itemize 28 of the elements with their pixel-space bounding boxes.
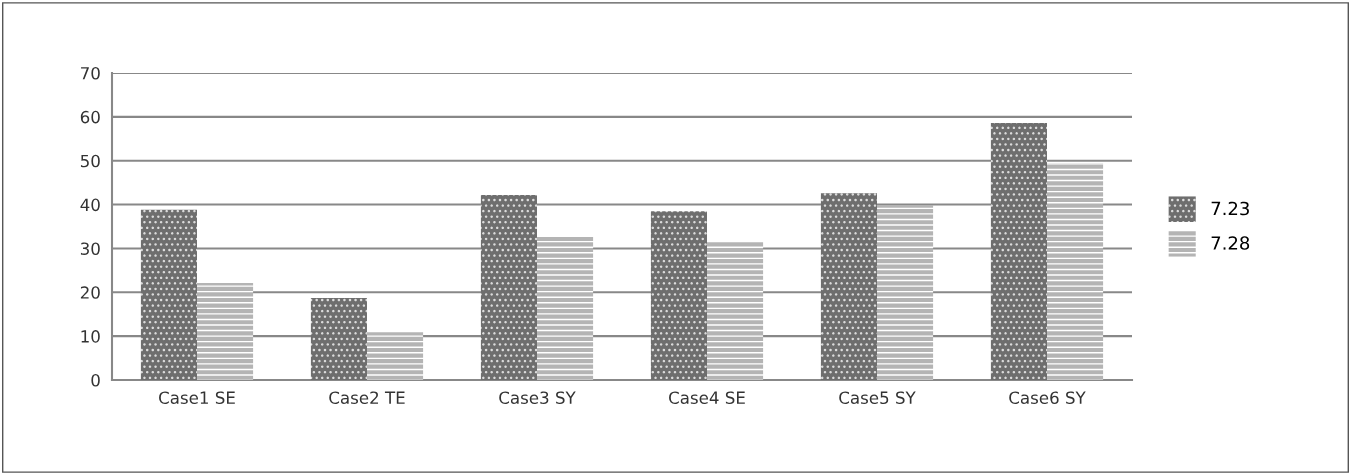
bar (707, 240, 764, 380)
bar (537, 237, 594, 380)
y-tick-label: 70 (81, 66, 100, 80)
y-tick-label: 20 (80, 286, 100, 299)
legend-label: 7.28 (1211, 236, 1250, 250)
bar (310, 297, 367, 380)
x-tick-label: Case5 SY (839, 391, 916, 405)
bar (140, 209, 197, 380)
bar (990, 123, 1047, 380)
bar (480, 194, 537, 380)
y-tick-label: 10 (81, 330, 100, 343)
x-tick-label: Case3 SY (499, 391, 576, 405)
bar (367, 332, 424, 380)
x-tick-label: Case1 SE (159, 391, 235, 405)
x-tick-label: Case2 TE (329, 391, 405, 405)
bar (197, 283, 254, 380)
y-tick-label: 40 (80, 198, 100, 212)
bar (1047, 162, 1104, 380)
legend-label: 7.23 (1211, 201, 1249, 216)
y-tick-label: 0 (91, 373, 100, 387)
y-tick-label: 60 (80, 110, 100, 124)
bar (877, 205, 934, 380)
x-tick-label: Case6 SY (1009, 391, 1086, 405)
bar (650, 211, 707, 380)
x-tick-label: Case4 SE (669, 391, 745, 405)
bar (820, 193, 877, 380)
y-tick-label: 30 (80, 242, 100, 255)
y-tick-label: 50 (80, 154, 100, 168)
